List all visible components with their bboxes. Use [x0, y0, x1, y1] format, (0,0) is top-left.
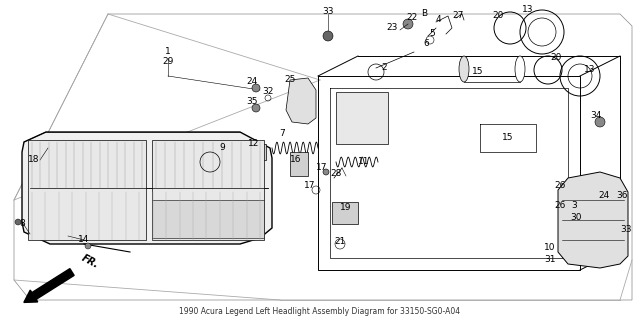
Text: 12: 12	[248, 140, 260, 149]
Text: 26: 26	[554, 182, 566, 190]
FancyBboxPatch shape	[152, 140, 264, 240]
Text: 31: 31	[544, 255, 556, 265]
Text: 36: 36	[616, 191, 628, 201]
Text: 11: 11	[358, 157, 370, 167]
Text: 21: 21	[334, 238, 346, 246]
Text: 4: 4	[435, 16, 441, 24]
Text: 35: 35	[246, 98, 258, 107]
Circle shape	[595, 117, 605, 127]
Text: 1990 Acura Legend Left Headlight Assembly Diagram for 33150-SG0-A04: 1990 Acura Legend Left Headlight Assembl…	[179, 308, 461, 316]
Text: 15: 15	[502, 134, 514, 142]
Text: 15: 15	[472, 67, 484, 77]
Text: 16: 16	[291, 156, 301, 164]
Circle shape	[323, 31, 333, 41]
Circle shape	[222, 148, 230, 156]
FancyBboxPatch shape	[152, 200, 264, 238]
Circle shape	[252, 104, 260, 112]
Text: 27: 27	[452, 11, 464, 20]
Text: 29: 29	[163, 58, 173, 66]
Text: 30: 30	[570, 213, 582, 223]
Text: 8: 8	[19, 219, 25, 229]
Text: 33: 33	[323, 8, 333, 17]
Text: 5: 5	[429, 30, 435, 38]
Text: 1: 1	[165, 47, 171, 57]
Text: 32: 32	[262, 87, 274, 96]
Text: 17: 17	[316, 163, 328, 172]
Text: 20: 20	[550, 53, 562, 63]
Text: B: B	[421, 10, 427, 18]
Circle shape	[403, 19, 413, 29]
Ellipse shape	[459, 56, 469, 82]
FancyBboxPatch shape	[290, 152, 308, 176]
Text: 9: 9	[219, 143, 225, 153]
Circle shape	[252, 84, 260, 92]
Text: 26: 26	[554, 202, 566, 211]
Text: 33: 33	[620, 225, 632, 234]
Circle shape	[85, 243, 91, 249]
Text: 2: 2	[381, 64, 387, 73]
Text: 13: 13	[584, 66, 596, 74]
FancyArrow shape	[24, 269, 74, 302]
Text: 3: 3	[571, 202, 577, 211]
Text: 24: 24	[246, 78, 258, 86]
Text: 20: 20	[492, 11, 504, 20]
FancyBboxPatch shape	[246, 144, 266, 160]
Circle shape	[323, 169, 329, 175]
FancyBboxPatch shape	[336, 92, 388, 144]
Text: FR.: FR.	[80, 253, 100, 270]
Polygon shape	[286, 78, 316, 124]
Text: 10: 10	[544, 244, 556, 252]
Text: 28: 28	[330, 169, 342, 178]
Polygon shape	[14, 14, 632, 300]
Ellipse shape	[515, 56, 525, 82]
Text: 14: 14	[78, 236, 90, 245]
Text: 23: 23	[387, 24, 397, 32]
FancyBboxPatch shape	[28, 140, 146, 240]
Text: 24: 24	[598, 191, 610, 201]
Text: 18: 18	[28, 156, 40, 164]
Polygon shape	[22, 132, 272, 244]
Text: 13: 13	[522, 5, 534, 15]
Text: 22: 22	[406, 13, 418, 23]
Text: 6: 6	[423, 39, 429, 49]
Text: 17: 17	[304, 182, 316, 190]
Polygon shape	[558, 172, 628, 268]
Text: 25: 25	[284, 75, 296, 85]
Text: 19: 19	[340, 204, 352, 212]
Text: 7: 7	[279, 129, 285, 139]
Circle shape	[15, 219, 21, 225]
FancyBboxPatch shape	[332, 202, 358, 224]
Text: 34: 34	[590, 112, 602, 121]
